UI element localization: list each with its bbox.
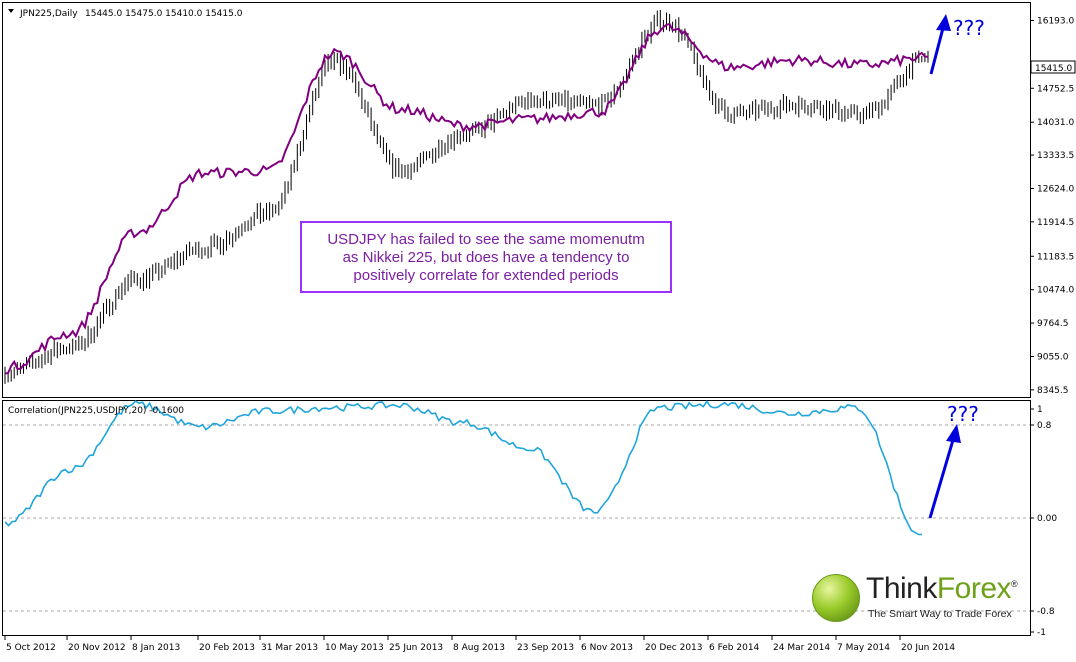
question-marks-top: ??? xyxy=(953,16,985,40)
price-tick-label: 11183.5 xyxy=(1037,252,1074,262)
annotation-line-2: as Nikkei 225, but does have a tendency … xyxy=(342,249,630,266)
usdjpy-line xyxy=(4,22,929,375)
date-tick-label: 25 Jun 2013 xyxy=(389,643,443,653)
up-arrow-bottom-icon xyxy=(946,424,961,443)
indicator-tick-label: 1 xyxy=(1037,405,1043,415)
indicator-tick-label: 0.00 xyxy=(1037,514,1057,524)
logo-name-think: Think xyxy=(866,572,937,605)
date-tick-label: 23 Sep 2013 xyxy=(517,643,574,653)
date-tick-label: 7 May 2014 xyxy=(837,643,890,653)
price-tick-label: 9764.5 xyxy=(1037,319,1069,329)
date-tick-label: 24 Mar 2014 xyxy=(773,643,830,653)
price-pane-frame xyxy=(2,2,1031,398)
indicator-axis: 1 0.8 0.00 -0.8 -1 xyxy=(1030,405,1057,638)
logo-registered: ® xyxy=(1011,579,1018,589)
date-tick-label: 5 Oct 2012 xyxy=(6,643,56,653)
annotation-box: USDJPY has failed to see the same momenu… xyxy=(300,221,672,293)
price-tick-label: 12624.0 xyxy=(1037,184,1074,194)
price-tick-label: 10474.0 xyxy=(1037,286,1074,296)
price-tick-label: 13333.5 xyxy=(1037,151,1074,161)
date-tick-label: 31 Mar 2013 xyxy=(261,643,318,653)
price-tick-label: 9055.0 xyxy=(1037,352,1069,362)
correlation-line xyxy=(4,399,922,536)
last-price-value: 15415.0 xyxy=(1035,64,1072,74)
price-axis: 16193.0 14752.5 14031.0 13333.5 12624.0 11914… xyxy=(1030,16,1074,396)
date-tick-label: 20 Nov 2012 xyxy=(68,643,126,653)
price-tick-label: 14031.0 xyxy=(1037,118,1074,128)
price-tick-label: 16193.0 xyxy=(1037,16,1074,26)
indicator-label: Correlation(JPN225,USDJPY,20) -0.1600 xyxy=(8,406,184,416)
indicator-tick-label: -1 xyxy=(1037,628,1046,638)
indicator-tick-label: -0.8 xyxy=(1037,607,1055,617)
date-tick-label: 20 Dec 2013 xyxy=(645,643,703,653)
price-tick-label: 14752.5 xyxy=(1037,84,1074,94)
price-tick-label: 8345.5 xyxy=(1037,386,1069,396)
logo-tagline: The Smart Way to Trade Forex xyxy=(868,608,1012,620)
annotation-line-1: USDJPY has failed to see the same momenu… xyxy=(327,231,645,248)
date-tick-label: 8 Jan 2013 xyxy=(132,643,180,653)
date-tick-label: 20 Feb 2013 xyxy=(199,643,255,653)
jpn225-price-bars xyxy=(4,10,929,384)
date-tick-label: 20 Jun 2014 xyxy=(901,643,955,653)
price-tick-label: 11914.5 xyxy=(1037,218,1074,228)
indicator-tick-label: 0.8 xyxy=(1037,421,1052,431)
thinkforex-logo: ThinkForex® The Smart Way to Trade Forex xyxy=(812,572,1027,622)
question-marks-bottom: ??? xyxy=(947,402,979,426)
dropdown-triangle-icon[interactable] xyxy=(8,9,14,13)
ohlc-values: 15445.0 15475.0 15410.0 15415.0 xyxy=(85,9,243,19)
lightbulb-globe-icon xyxy=(812,574,860,622)
logo-wordmark: ThinkForex® xyxy=(866,572,1018,606)
date-tick-label: 6 Nov 2013 xyxy=(581,643,633,653)
date-tick-label: 10 May 2013 xyxy=(325,643,384,653)
annotation-line-3: positively correlate for extended period… xyxy=(353,267,619,284)
date-tick-label: 6 Feb 2014 xyxy=(709,643,760,653)
date-axis: 5 Oct 2012 20 Nov 2012 8 Jan 2013 20 Feb 20… xyxy=(4,636,955,653)
up-arrow-bottom-shaft xyxy=(928,439,955,519)
logo-name-forex: Forex xyxy=(936,572,1012,605)
up-arrow-top-icon xyxy=(936,14,951,31)
last-price-tag xyxy=(1030,60,1076,74)
up-arrow-top-shaft xyxy=(929,27,945,75)
symbol-label: JPN225,Daily xyxy=(19,9,78,19)
date-tick-label: 8 Aug 2013 xyxy=(453,643,505,653)
